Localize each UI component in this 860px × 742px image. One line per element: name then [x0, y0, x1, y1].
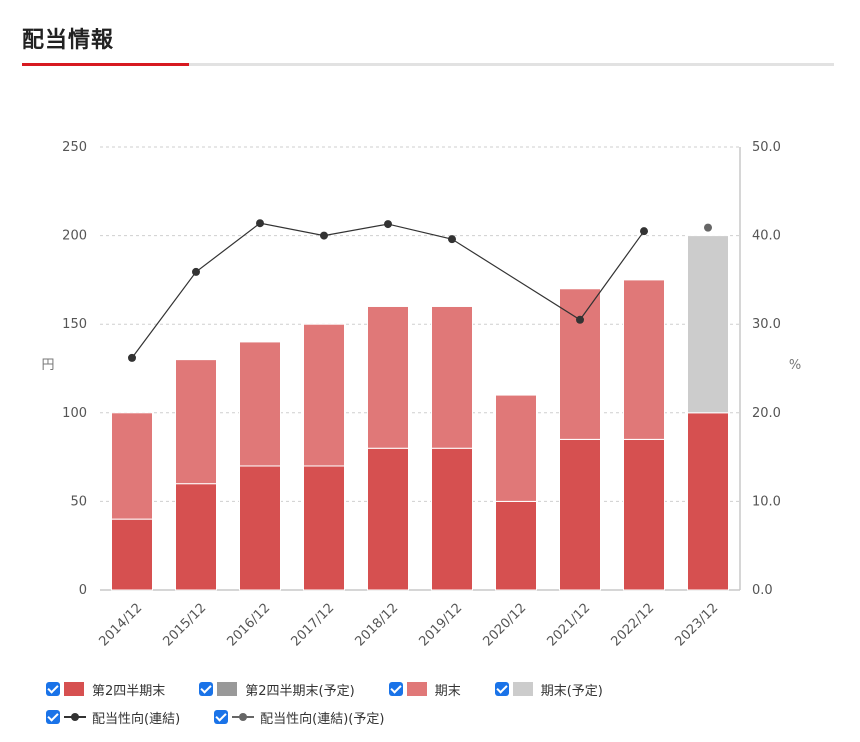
legend-label: 第2四半期末(予定)	[245, 683, 355, 699]
legend-row: 配当性向(連結) 配当性向(連結)(予定)	[46, 708, 846, 727]
y-left-tick-label: 200	[62, 229, 87, 244]
x-tick-label: 2021/12	[544, 601, 593, 650]
payout-ratio-point	[192, 267, 200, 276]
legend-label: 配当性向(連結)	[92, 711, 181, 727]
legend-item[interactable]: 配当性向(連結)	[46, 708, 180, 727]
bar-segment	[623, 279, 665, 440]
y-right-tick-label: 40.0	[752, 229, 781, 244]
legend-item[interactable]: 期末	[388, 680, 461, 699]
legend-swatch	[217, 682, 238, 696]
bar-segment	[239, 465, 281, 591]
legend-swatch	[64, 682, 84, 696]
payout-ratio-point	[320, 231, 328, 240]
legend-line-icon	[232, 710, 255, 724]
bar-segment	[559, 438, 601, 591]
legend-checkbox[interactable]	[46, 682, 60, 696]
legend-item[interactable]: 期末(予定)	[494, 680, 603, 699]
x-tick-label: 2022/12	[608, 601, 657, 650]
x-tick-label: 2015/12	[160, 601, 209, 650]
dividend-chart: 0 0.0 50 10.0 100 20.0 150 30.0 200 40.0 250 50.0 円%…	[41, 140, 801, 650]
legend-checkbox[interactable]	[494, 682, 509, 696]
x-tick-label: 2020/12	[480, 601, 529, 650]
legend-checkbox[interactable]	[214, 710, 229, 724]
legend-item[interactable]: 第2四半期末(予定)	[199, 680, 355, 699]
bar-segment	[687, 235, 729, 414]
y-left-tick-label: 50	[70, 494, 87, 509]
y-left-tick-label: 100	[62, 406, 87, 421]
y-left-tick-label: 250	[62, 140, 87, 155]
legend-label: 配当性向(連結)(予定)	[260, 711, 385, 727]
title-underline-accent	[22, 63, 189, 66]
page-title: 配当情報	[22, 28, 115, 53]
x-tick-label: 2017/12	[288, 601, 337, 650]
x-tick-label: 2023/12	[672, 601, 721, 650]
bar-segment	[367, 305, 409, 449]
x-tick-label: 2018/12	[352, 601, 401, 650]
bar-segment	[303, 465, 345, 591]
payout-ratio-line	[131, 222, 645, 359]
legend-label: 第2四半期末	[92, 683, 166, 699]
bar-segment	[175, 483, 217, 591]
bar-segment	[175, 359, 217, 485]
legend-checkbox[interactable]	[46, 710, 60, 724]
bar-segment	[303, 323, 345, 467]
payout-ratio-point	[384, 220, 392, 229]
payout-ratio-point	[704, 223, 712, 232]
bar-segment	[495, 500, 537, 591]
payout-ratio-point	[128, 353, 136, 362]
y-right-tick-label: 30.0	[752, 317, 781, 332]
legend-line-icon	[64, 710, 86, 724]
bar-segment	[687, 412, 729, 591]
y-right-tick-label: 50.0	[752, 140, 781, 155]
bar-segment	[111, 518, 153, 591]
legend-label: 期末(予定)	[540, 683, 603, 699]
x-tick-label: 2014/12	[96, 601, 145, 650]
bar-segment	[431, 305, 473, 449]
legend-label: 期末	[434, 683, 461, 699]
legend-swatch	[512, 682, 533, 696]
title-underline	[22, 63, 834, 66]
legend-item[interactable]: 第2四半期末	[46, 680, 165, 699]
bar-segment	[623, 438, 665, 591]
bar-segment	[367, 447, 409, 591]
y-right-tick-label: 0.0	[752, 583, 773, 598]
bar-segment	[431, 447, 473, 591]
bar-segment	[111, 412, 153, 520]
x-tick-label: 2016/12	[224, 601, 273, 650]
y-left-tick-label: 150	[62, 317, 87, 332]
bar-segment	[559, 288, 601, 440]
legend-row: 第2四半期末 第2四半期末(予定) 期末 期末(予定)	[46, 680, 846, 699]
legend-swatch	[406, 682, 427, 696]
y-right-axis-label: %	[789, 358, 801, 373]
x-tick-label: 2019/12	[416, 601, 465, 650]
legend-item[interactable]: 配当性向(連結)(予定)	[214, 708, 384, 727]
chart-legend: 第2四半期末 第2四半期末(予定) 期末 期末(予定) 配当性向(連結) 配当性向(連結)…	[46, 680, 846, 736]
legend-checkbox[interactable]	[388, 682, 403, 696]
y-right-tick-label: 10.0	[752, 494, 781, 509]
y-right-tick-label: 20.0	[752, 406, 781, 421]
payout-ratio-point	[448, 235, 456, 244]
bar-segment	[239, 341, 281, 467]
legend-checkbox[interactable]	[199, 682, 214, 696]
bar-segment	[495, 394, 537, 502]
y-left-tick-label: 0	[79, 583, 87, 598]
payout-ratio-point	[576, 315, 584, 324]
y-left-axis-label: 円	[41, 358, 54, 373]
payout-ratio-point	[640, 227, 648, 236]
payout-ratio-point	[256, 219, 264, 228]
